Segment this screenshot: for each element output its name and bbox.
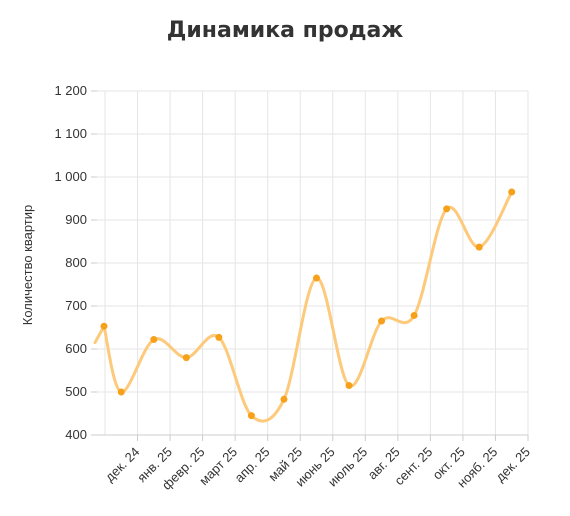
x-tick-label: апр. 25 [231,444,272,485]
y-axis-ticks: 400 500 600 700 800 900 1 000 1 100 1 200 [54,83,87,442]
data-point[interactable] [410,311,418,319]
y-tick-label: 700 [65,298,87,313]
data-point[interactable] [215,333,223,341]
y-tick-label: 900 [65,212,87,227]
chart-title: Динамика продаж [166,18,404,43]
data-point[interactable] [280,395,288,403]
y-tick-label: 1 000 [54,169,87,184]
y-tick-label: 1 200 [54,83,87,98]
y-axis-label: Количество квартир [20,205,35,326]
data-point[interactable] [313,274,320,282]
data-point[interactable] [117,388,125,396]
grid [97,90,529,436]
series-points [100,188,516,420]
data-point[interactable] [508,188,516,196]
series-line [93,190,514,423]
x-tick-label: дек. 25 [493,444,533,484]
y-tick-label: 600 [65,341,87,356]
data-point[interactable] [345,382,353,390]
series-line-layer [93,190,514,423]
data-point[interactable] [378,317,386,325]
data-point[interactable] [247,412,255,420]
y-tick-label: 1 100 [54,126,87,141]
data-point[interactable] [443,205,451,213]
data-point[interactable] [182,354,190,362]
y-tick-label: 400 [65,427,87,442]
y-tick-label: 500 [65,384,87,399]
y-tick-label: 800 [65,255,87,270]
x-tick-label: дек. 24 [102,444,142,484]
axes [91,90,529,441]
data-point[interactable] [475,243,483,251]
data-point[interactable] [150,336,158,344]
data-point[interactable] [100,322,108,330]
